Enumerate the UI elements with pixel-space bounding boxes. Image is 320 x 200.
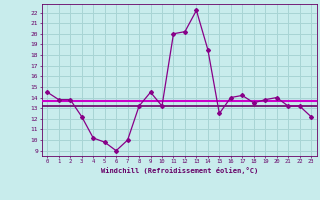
- X-axis label: Windchill (Refroidissement éolien,°C): Windchill (Refroidissement éolien,°C): [100, 167, 258, 174]
